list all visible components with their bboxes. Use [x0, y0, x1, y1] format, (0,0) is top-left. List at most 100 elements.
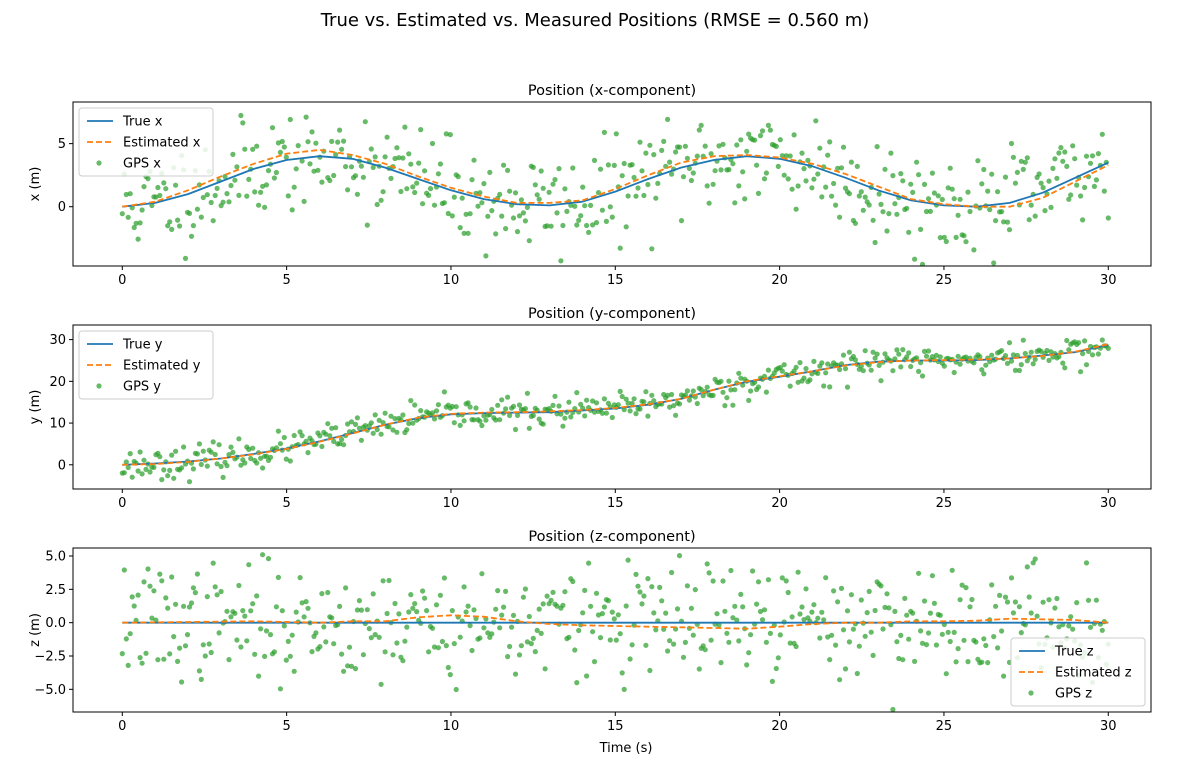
gps-point: [939, 196, 945, 203]
gps-point: [137, 449, 143, 455]
gps-point: [963, 354, 969, 360]
gps-point: [188, 233, 195, 239]
axes-frame: [72, 324, 1152, 490]
gps-point: [894, 639, 900, 645]
gps-point: [844, 384, 851, 390]
gps-point: [477, 190, 483, 196]
gps-point: [591, 659, 598, 665]
gps-point: [485, 213, 491, 219]
gps-point: [759, 128, 766, 134]
gps-point: [271, 175, 277, 181]
gps-point: [629, 162, 635, 168]
gps-point: [1074, 182, 1080, 188]
gps-point: [947, 638, 953, 645]
gps-point: [621, 160, 627, 167]
gps-point: [412, 402, 418, 408]
gps-point: [817, 635, 823, 641]
gps-point: [548, 223, 554, 229]
gps-point: [590, 398, 596, 404]
gps-point: [1050, 165, 1056, 171]
gps-point: [1016, 367, 1023, 374]
gps-point: [378, 197, 384, 203]
gps-point: [242, 613, 248, 619]
gps-point: [1018, 362, 1024, 368]
gps-point: [981, 371, 987, 377]
gps-point: [238, 462, 244, 468]
gps-point: [684, 155, 691, 161]
gps-point: [837, 677, 843, 683]
gps-point: [795, 183, 801, 189]
gps-point: [244, 638, 250, 644]
gps-point: [216, 442, 222, 448]
gps-point: [957, 597, 963, 603]
gps-point: [803, 366, 809, 372]
gps-point: [1072, 156, 1078, 162]
gps-point: [921, 348, 928, 354]
gps-point: [815, 615, 821, 621]
gps-point: [246, 446, 252, 452]
gps-point: [605, 162, 612, 168]
gps-point: [232, 177, 238, 183]
gps-point: [690, 170, 696, 176]
gps-point: [161, 467, 167, 473]
gps-point: [329, 138, 335, 144]
gps-point: [797, 611, 803, 617]
gps-point: [196, 668, 202, 674]
gps-point: [433, 602, 440, 608]
gps-point: [1095, 351, 1101, 357]
gps-point: [669, 569, 675, 576]
gps-point: [718, 660, 724, 666]
gps-point: [505, 167, 511, 173]
gps-point: [716, 143, 722, 149]
gps-point: [354, 415, 360, 421]
gps-point: [331, 641, 337, 647]
gps-point: [526, 425, 532, 431]
gps-point: [995, 189, 1001, 195]
gps-point: [678, 218, 685, 224]
gps-point: [631, 174, 637, 181]
gps-point: [453, 404, 459, 410]
gps-point: [704, 384, 710, 390]
gps-point: [408, 161, 414, 167]
gps-point: [971, 360, 977, 366]
legend-box: [78, 330, 214, 400]
gps-point: [341, 442, 347, 448]
gps-point: [918, 226, 924, 232]
gps-point: [997, 592, 1003, 599]
gps-point: [730, 615, 736, 621]
x-tick-label: 15: [607, 273, 624, 288]
legend-label: Estimated z: [1055, 666, 1132, 681]
gps-point: [277, 441, 283, 447]
gps-point: [1002, 174, 1009, 180]
gps-point: [641, 399, 647, 405]
gps-point: [921, 598, 928, 604]
gps-point: [281, 434, 287, 441]
gps-point: [633, 193, 639, 199]
gps-point: [147, 583, 153, 589]
gps-point: [793, 643, 799, 650]
gps-point: [313, 140, 319, 146]
gps-point: [653, 627, 659, 633]
gps-point: [406, 420, 412, 427]
gps-point: [244, 193, 250, 199]
gps-point: [497, 191, 503, 197]
gps-point: [457, 634, 463, 640]
gps-point: [908, 363, 914, 370]
gps-point: [578, 213, 584, 219]
x-tick-label: 15: [607, 719, 624, 734]
gps-point: [607, 204, 613, 210]
subplot-2: Position (y-component) y (m) 0 5 10 15 20 25 30 0…: [28, 306, 1152, 511]
gps-point: [590, 629, 596, 635]
gps-point: [874, 144, 880, 150]
gps-point: [143, 650, 149, 656]
gps-point: [218, 463, 224, 470]
gps-point: [309, 649, 315, 655]
gps-point: [186, 210, 193, 216]
gps-point: [339, 651, 345, 657]
gps-point: [801, 617, 807, 623]
gps-point: [763, 170, 770, 176]
gps-point: [659, 147, 665, 153]
gps-point: [661, 626, 667, 632]
gps-point: [910, 610, 916, 616]
gps-point: [1099, 337, 1105, 343]
